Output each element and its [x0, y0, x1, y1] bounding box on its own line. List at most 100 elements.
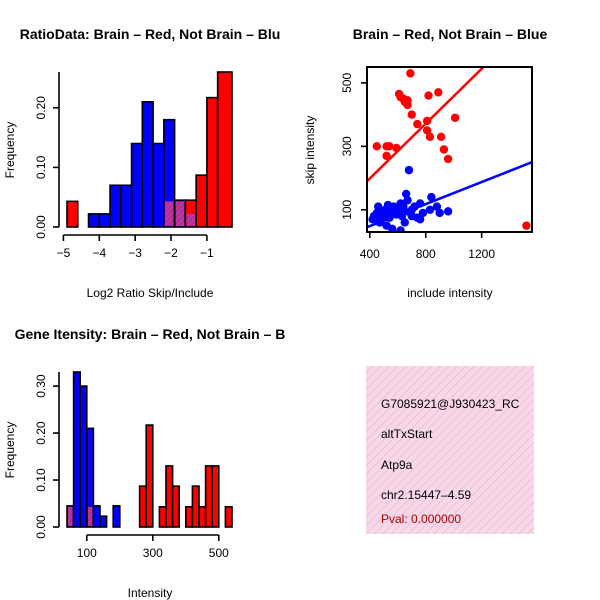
intensity-histogram-xlabel: Intensity — [128, 586, 173, 600]
scatter-ylabel: skip intensity — [303, 116, 317, 185]
intensity-histogram-title: Gene Itensity: Brain – Red, Not Brain – … — [15, 326, 286, 342]
brain-bar — [204, 465, 214, 528]
intensity-histogram-ylabel: Frequency — [3, 422, 17, 479]
brain-bar — [211, 465, 220, 528]
scatter-point — [443, 154, 453, 164]
scatter-point — [401, 189, 411, 199]
not-brain-bar — [141, 101, 154, 228]
ratio-histogram-axes: −5 −4 −3 −2 −1 0.00 0.10 0.20 — [34, 72, 214, 260]
not-brain-bar — [112, 505, 121, 528]
intensity-scatter: Brain – Red, Not Brain – Blue include in… — [303, 26, 548, 300]
y-tick-label: 0.10 — [34, 155, 48, 179]
scatter-point — [439, 145, 449, 154]
brain-bar — [138, 485, 148, 528]
ratio-histogram-title: RatioData: Brain – Red, Not Brain – Blu — [20, 26, 281, 42]
info-gene-id: G7085921@J930423_RC — [381, 397, 520, 411]
brain-bar — [224, 506, 233, 528]
brain-bar — [145, 424, 154, 528]
x-tick-label: 100 — [77, 546, 97, 560]
brain-fit-line — [367, 67, 486, 183]
brain-bar — [195, 174, 208, 228]
not-brain-bar — [98, 213, 111, 228]
brain-bar — [165, 465, 174, 528]
y-tick-label: 0.20 — [34, 421, 48, 445]
scatter-xlabel: include intensity — [407, 286, 492, 300]
scatter-point — [415, 199, 425, 208]
scatter-point — [434, 88, 443, 97]
not-brain-bar — [109, 184, 122, 228]
x-tick-label: −1 — [200, 246, 214, 260]
not-brain-bar — [120, 184, 133, 228]
scatter-point — [418, 208, 428, 218]
info-gene-symbol: Atp9a — [381, 458, 413, 472]
brain-bar — [66, 200, 79, 228]
scatter-point — [443, 207, 453, 216]
scatter-point — [422, 126, 432, 135]
scatter-point — [450, 113, 460, 122]
not-brain-bar — [99, 515, 108, 528]
info-event-type: altTxStart — [381, 427, 433, 441]
y-tick-label: 0.30 — [34, 374, 48, 398]
scatter-point — [432, 202, 442, 211]
intensity-histogram-axes: 100 300 500 0.00 0.10 0.20 0.30 — [34, 372, 229, 560]
y-tick-label: 0.00 — [34, 215, 48, 239]
not-brain-bar — [130, 142, 144, 228]
brain-bar — [216, 71, 233, 228]
y-tick-label: 0.20 — [34, 96, 48, 120]
x-tick-label: −5 — [57, 246, 71, 260]
scatter-point — [522, 221, 531, 230]
scatter-point — [406, 69, 415, 78]
scatter-point — [403, 196, 412, 205]
scatter-point — [407, 211, 416, 221]
scatter-point — [382, 151, 391, 161]
scatter-point — [436, 132, 446, 142]
brain-bar — [198, 506, 207, 528]
x-tick-label: 1200 — [468, 247, 495, 261]
overlap-bar — [68, 506, 73, 526]
x-tick-label: −3 — [128, 246, 142, 260]
scatter-point — [404, 165, 414, 175]
brain-series — [367, 67, 531, 230]
scatter-title: Brain – Red, Not Brain – Blue — [353, 26, 548, 42]
not-brain-bar — [163, 118, 176, 228]
info-location: chr2.15447–4.59 — [381, 488, 471, 502]
not-brain-bar — [86, 427, 95, 528]
y-tick-label: 0.00 — [34, 515, 48, 539]
not-brain-bar — [152, 142, 165, 228]
scatter-point — [413, 119, 422, 129]
scatter-point — [392, 143, 401, 153]
x-tick-label: −4 — [92, 246, 106, 260]
scatter-plot-area: 400 800 1200 100 300 500 — [340, 66, 533, 261]
ratio-histogram: RatioData: Brain – Red, Not Brain – Blu … — [3, 26, 280, 300]
ratio-histogram-xlabel: Log2 Ratio Skip/Include — [87, 286, 214, 300]
info-panel: G7085921@J930423_RC altTxStart Atp9a chr… — [366, 366, 534, 534]
intensity-histogram-bars — [66, 371, 233, 528]
scatter-point — [400, 218, 409, 227]
overlap-bar — [164, 201, 174, 226]
y-tick-label: 300 — [340, 136, 354, 156]
brain-bar — [206, 96, 219, 228]
x-tick-label: 500 — [209, 546, 229, 560]
not-brain-bar — [87, 213, 101, 228]
scatter-point — [375, 218, 384, 227]
overlap-bar — [186, 213, 196, 226]
ratio-histogram-bars — [66, 71, 233, 228]
scatter-point — [385, 142, 394, 151]
scatter-point — [382, 221, 391, 230]
x-tick-label: 800 — [416, 247, 436, 261]
intensity-histogram: Gene Itensity: Brain – Red, Not Brain – … — [3, 326, 285, 600]
scatter-point — [425, 205, 435, 214]
scatter-point — [372, 142, 381, 151]
info-pval: Pval: 0.000000 — [381, 512, 461, 526]
info-panel-background — [366, 366, 534, 534]
x-tick-label: 400 — [360, 247, 380, 261]
scatter-point — [422, 116, 432, 126]
ratio-histogram-ylabel: Frequency — [3, 122, 17, 179]
brain-bar — [191, 485, 200, 528]
not-brain-series — [367, 161, 532, 232]
not-brain-bar — [79, 385, 88, 528]
not-brain-bar — [92, 505, 101, 528]
scatter-point — [415, 215, 425, 224]
y-tick-label: 0.10 — [34, 468, 48, 492]
